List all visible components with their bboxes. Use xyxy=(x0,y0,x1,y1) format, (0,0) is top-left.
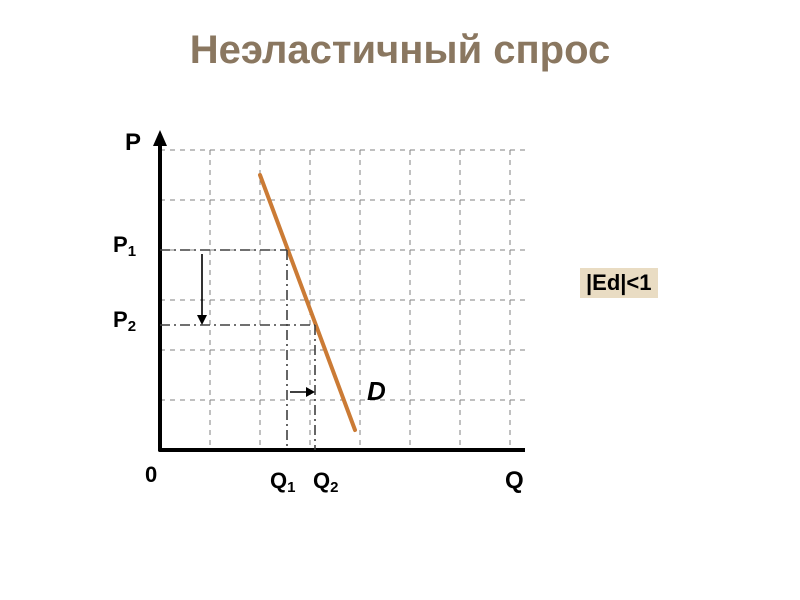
axis-label-P2: P2 xyxy=(113,307,136,335)
axis-label-Q: Q xyxy=(505,467,524,494)
axis-label-D: D xyxy=(367,376,386,406)
slide: { "title": { "text": "Неэластичный спрос… xyxy=(0,0,800,600)
axis-label-P: P xyxy=(125,129,141,156)
axis-label-Q1: Q1 xyxy=(270,468,295,496)
axis-label-0: 0 xyxy=(145,462,157,487)
elasticity-badge: |Еd|<1 xyxy=(580,268,658,298)
axis-label-P1: P1 xyxy=(113,232,136,260)
demand-chart: 0 P P1 P2 D Q1 Q2 Q xyxy=(105,120,525,510)
slide-title: Неэластичный спрос xyxy=(0,28,800,73)
axis-label-Q2: Q2 xyxy=(313,468,338,496)
chart-svg: 0 P P1 P2 D Q1 Q2 Q xyxy=(105,120,525,510)
